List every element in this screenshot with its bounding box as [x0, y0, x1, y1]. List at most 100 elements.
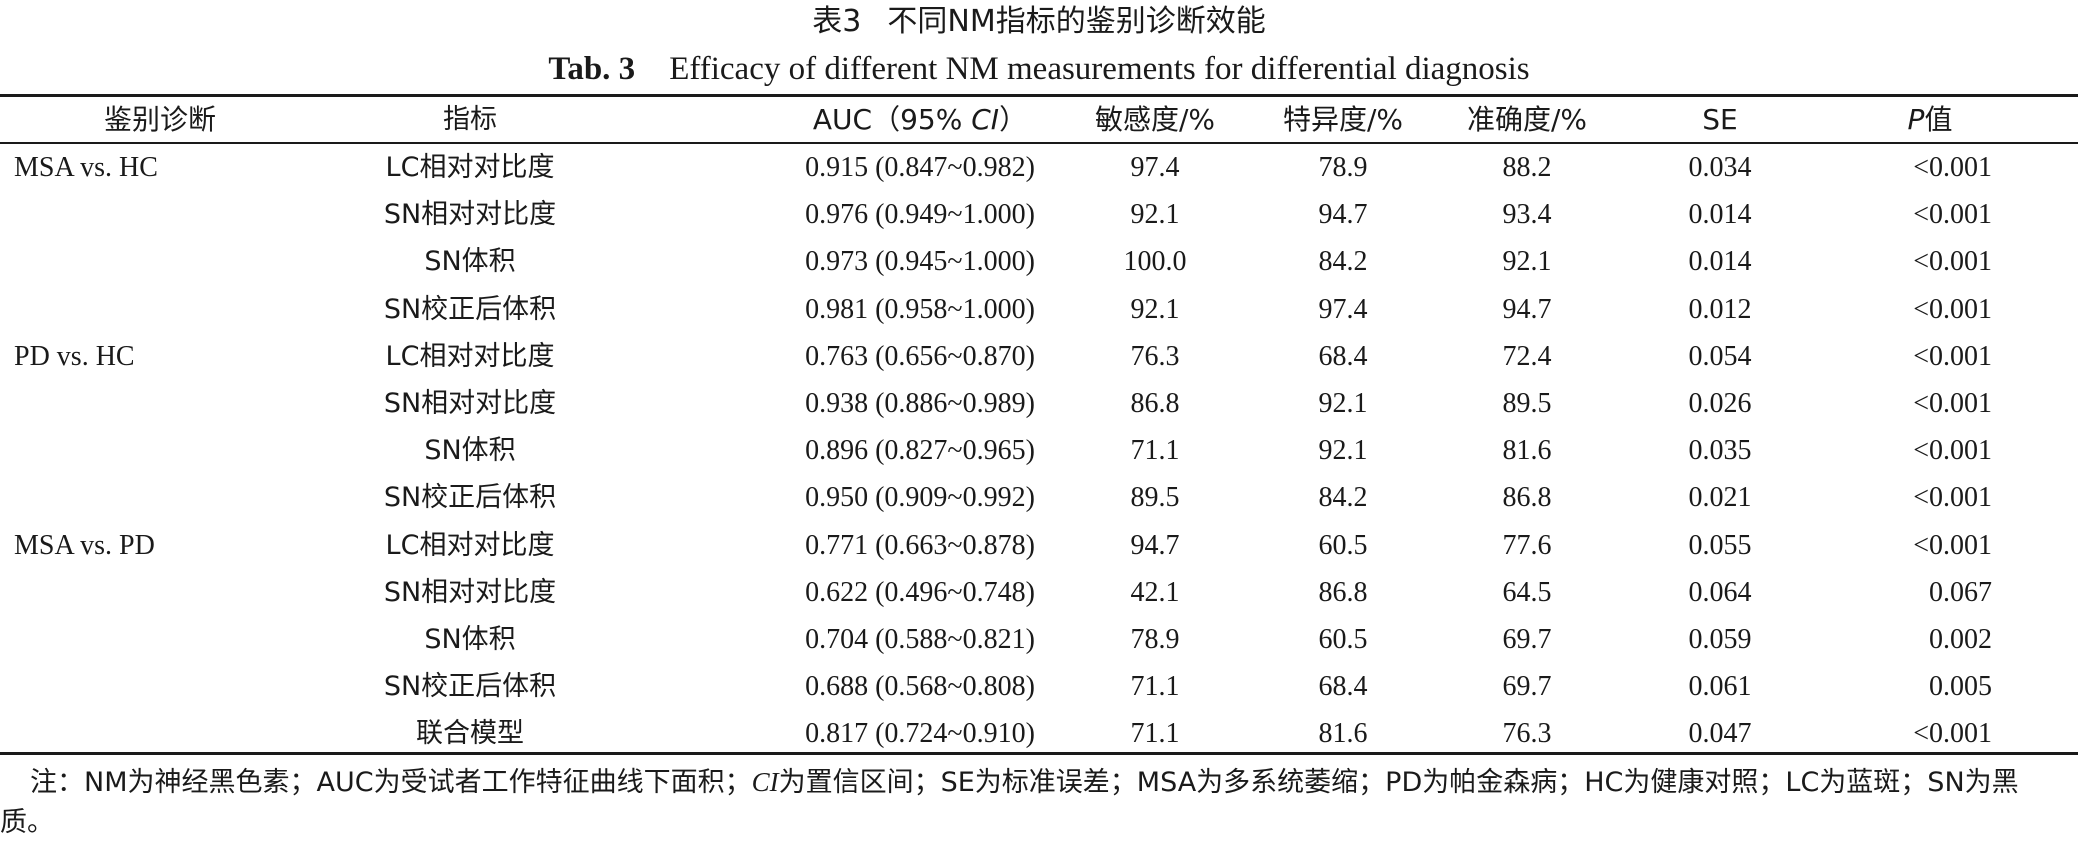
row-auc: 0.622 (0.496~0.748) [805, 576, 1035, 608]
row-p-value: <0.001 [1913, 482, 1992, 514]
row-se: 0.035 [1688, 435, 1752, 467]
row-specificity: 92.1 [1318, 435, 1368, 467]
table-row: 联合模型 0.817 (0.724~0.910) 71.1 81.6 76.3 0.047… [0, 710, 2078, 757]
table-row: SN体积 0.704 (0.588~0.821) 78.9 60.5 69.7 0.059… [0, 616, 2078, 663]
row-sensitivity: 78.9 [1130, 624, 1180, 655]
row-auc: 0.938 (0.886~0.989) [805, 388, 1035, 419]
row-indicator: SN体积 [424, 624, 516, 655]
row-se: 0.055 [1688, 529, 1752, 561]
row-indicator: SN校正后体积 [383, 293, 557, 325]
row-indicator: LC相对对比度 [385, 340, 555, 372]
row-specificity: 68.4 [1318, 671, 1368, 703]
row-auc: 0.915 (0.847~0.982) [805, 152, 1035, 183]
row-accuracy: 77.6 [1502, 529, 1552, 561]
row-specificity: 78.9 [1318, 152, 1368, 183]
row-auc: 0.817 (0.724~0.910) [805, 718, 1035, 750]
header-auc-ci: CI [971, 103, 1000, 136]
row-specificity: 81.6 [1318, 718, 1368, 750]
row-se: 0.054 [1688, 340, 1752, 372]
header-diagnosis: 鉴别诊断 [103, 103, 216, 136]
row-diagnosis: MSA vs. PD [14, 529, 155, 561]
row-specificity: 94.7 [1318, 199, 1368, 231]
row-sensitivity: 89.5 [1130, 482, 1180, 514]
header-auc-prefix: AUC（95% [812, 103, 972, 136]
row-p-value: <0.001 [1913, 388, 1992, 419]
row-auc: 0.771 (0.663~0.878) [805, 529, 1035, 561]
table-number-cn: 表3 [812, 4, 862, 39]
header-sensitivity: 敏感度/% [1094, 103, 1216, 136]
table-caption-en: Efficacy of different NM measurements fo… [669, 51, 1530, 87]
row-specificity: 84.2 [1318, 482, 1368, 514]
row-se: 0.064 [1688, 576, 1752, 608]
row-specificity: 60.5 [1318, 624, 1368, 655]
row-se: 0.014 [1688, 199, 1752, 231]
table-row: SN校正后体积 0.981 (0.958~1.000) 92.1 97.4 94.7 0.… [0, 286, 2078, 333]
row-accuracy: 88.2 [1502, 152, 1552, 183]
row-se: 0.034 [1688, 152, 1752, 183]
row-sensitivity: 71.1 [1130, 671, 1180, 703]
table-header-rule [0, 142, 2078, 144]
row-accuracy: 93.4 [1502, 199, 1552, 231]
row-diagnosis: PD vs. HC [14, 340, 135, 372]
table-title-cn: 表3 不同NM指标的鉴别诊断效能 [0, 0, 2078, 44]
row-auc: 0.981 (0.958~1.000) [805, 293, 1035, 325]
header-p-letter: P [1907, 103, 1925, 136]
row-indicator: LC相对对比度 [385, 152, 555, 183]
row-accuracy: 86.8 [1502, 482, 1552, 514]
footnote-part2: 为置信区间；SE为标准误差；MSA为多系统萎缩；PD为帕金森病；HC为健康对照；… [0, 767, 2019, 838]
row-se: 0.026 [1688, 388, 1752, 419]
header-specificity: 特异度/% [1282, 103, 1404, 136]
row-indicator: SN校正后体积 [383, 482, 557, 514]
table-row: MSA vs. PD LC相对对比度 0.771 (0.663~0.878) 94.7… [0, 522, 2078, 569]
row-accuracy: 72.4 [1502, 340, 1552, 372]
row-p-value: <0.001 [1913, 435, 1992, 467]
row-p-value: <0.001 [1913, 199, 1992, 231]
footnote-ci: CI [751, 767, 779, 797]
row-specificity: 60.5 [1318, 529, 1368, 561]
header-se: SE [1702, 103, 1738, 136]
row-se: 0.014 [1688, 246, 1752, 278]
row-p-value: 0.067 [1929, 576, 1992, 608]
row-auc: 0.896 (0.827~0.965) [805, 435, 1035, 467]
row-auc: 0.950 (0.909~0.992) [805, 482, 1035, 514]
row-specificity: 68.4 [1318, 340, 1368, 372]
row-accuracy: 69.7 [1502, 624, 1552, 655]
row-indicator: SN相对对比度 [383, 199, 557, 231]
row-sensitivity: 92.1 [1130, 293, 1180, 325]
header-auc: AUC（95% CI） [680, 97, 1160, 142]
row-specificity: 97.4 [1318, 293, 1368, 325]
row-sensitivity: 71.1 [1130, 435, 1180, 467]
table-row: PD vs. HC LC相对对比度 0.763 (0.656~0.870) 76.3 6… [0, 333, 2078, 380]
row-accuracy: 69.7 [1502, 671, 1552, 703]
row-specificity: 84.2 [1318, 246, 1368, 278]
row-diagnosis: MSA vs. HC [14, 152, 158, 183]
table-row: SN校正后体积 0.950 (0.909~0.992) 89.5 84.2 86.8 0.… [0, 474, 2078, 521]
row-se: 0.047 [1688, 718, 1752, 750]
row-se: 0.021 [1688, 482, 1752, 514]
table-bottom-rule [0, 752, 2078, 755]
row-sensitivity: 97.4 [1130, 152, 1180, 183]
table-top-rule [0, 94, 2078, 97]
table-row: SN体积 0.973 (0.945~1.000) 100.0 84.2 92.1 0.01… [0, 238, 2078, 285]
row-p-value: 0.005 [1929, 671, 1992, 703]
table-row: SN相对对比度 0.938 (0.886~0.989) 86.8 92.1 89.5 0.… [0, 380, 2078, 427]
row-auc: 0.688 (0.568~0.808) [805, 671, 1035, 703]
row-p-value: <0.001 [1913, 340, 1992, 372]
row-se: 0.059 [1688, 624, 1752, 655]
table-header-row: 鉴别诊断 指标 AUC（95% CI） 敏感度/% 特异度/% 准确度/% SE… [0, 97, 2078, 142]
row-indicator: SN体积 [424, 435, 516, 467]
table-title-en: Tab. 3 Efficacy of different NM measureme… [0, 46, 2078, 92]
row-p-value: <0.001 [1913, 718, 1992, 750]
table-footnote: 注：NM为神经黑色素；AUC为受试者工作特征曲线下面积；CI为置信区间；SE为标… [0, 762, 2060, 843]
footnote-part1: 注：NM为神经黑色素；AUC为受试者工作特征曲线下面积； [30, 767, 752, 798]
row-auc: 0.976 (0.949~1.000) [805, 199, 1035, 231]
table-number-en: Tab. 3 [548, 51, 636, 87]
row-indicator: SN校正后体积 [383, 671, 557, 703]
row-auc: 0.973 (0.945~1.000) [805, 246, 1035, 278]
table-row: SN体积 0.896 (0.827~0.965) 71.1 92.1 81.6 0.035… [0, 427, 2078, 474]
row-auc: 0.704 (0.588~0.821) [805, 624, 1035, 655]
row-p-value: <0.001 [1913, 529, 1992, 561]
row-accuracy: 94.7 [1502, 293, 1552, 325]
row-sensitivity: 100.0 [1123, 246, 1187, 278]
row-sensitivity: 92.1 [1130, 199, 1180, 231]
